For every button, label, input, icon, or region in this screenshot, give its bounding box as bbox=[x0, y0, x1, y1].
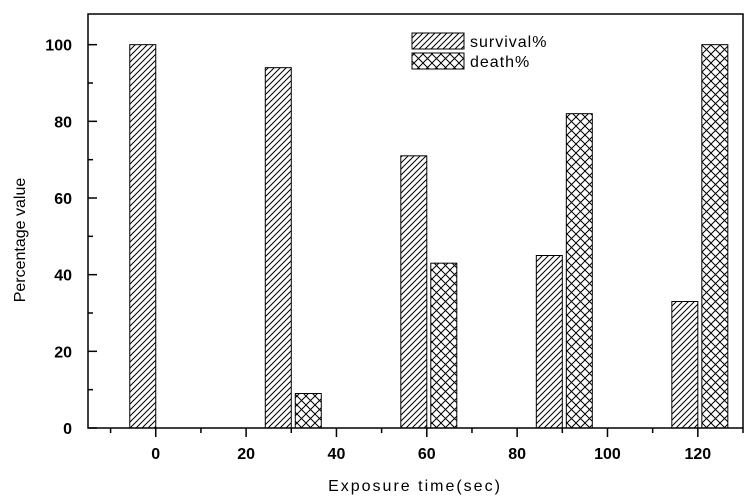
y-tick-label: 40 bbox=[54, 268, 72, 285]
bar-survival-120 bbox=[671, 301, 699, 428]
bar-death-120 bbox=[701, 44, 729, 428]
legend-label-death: death% bbox=[470, 54, 530, 71]
y-axis-title: Percentage value bbox=[12, 178, 29, 303]
x-tick-label: 20 bbox=[237, 446, 255, 463]
x-tick-label: 40 bbox=[328, 446, 346, 463]
x-tick-label: 120 bbox=[684, 446, 711, 463]
bar-survival-30 bbox=[264, 67, 292, 428]
x-axis-title: Exposure time(sec) bbox=[328, 478, 502, 495]
x-tick-label: 0 bbox=[151, 446, 160, 463]
legend: survival% death% bbox=[411, 32, 547, 71]
legend-swatch-death bbox=[411, 52, 465, 70]
x-tick-label: 60 bbox=[418, 446, 436, 463]
legend-label-survival: survival% bbox=[470, 34, 547, 51]
y-tick-label: 100 bbox=[45, 38, 72, 55]
bar-survival-60 bbox=[400, 155, 428, 428]
plot-frame bbox=[87, 13, 744, 429]
bar-death-30 bbox=[294, 393, 322, 428]
x-tick-label: 80 bbox=[508, 446, 526, 463]
y-tick-label: 0 bbox=[63, 421, 72, 438]
y-tick-label: 80 bbox=[54, 114, 72, 131]
x-tick-label: 100 bbox=[594, 446, 621, 463]
bar-survival-0 bbox=[129, 44, 157, 428]
legend-swatch-survival bbox=[411, 32, 465, 50]
bar-death-60 bbox=[430, 262, 458, 428]
bar-survival-90 bbox=[535, 255, 563, 428]
y-tick-label: 60 bbox=[54, 191, 72, 208]
y-tick-label: 20 bbox=[54, 344, 72, 361]
bar-death-90 bbox=[565, 113, 593, 428]
